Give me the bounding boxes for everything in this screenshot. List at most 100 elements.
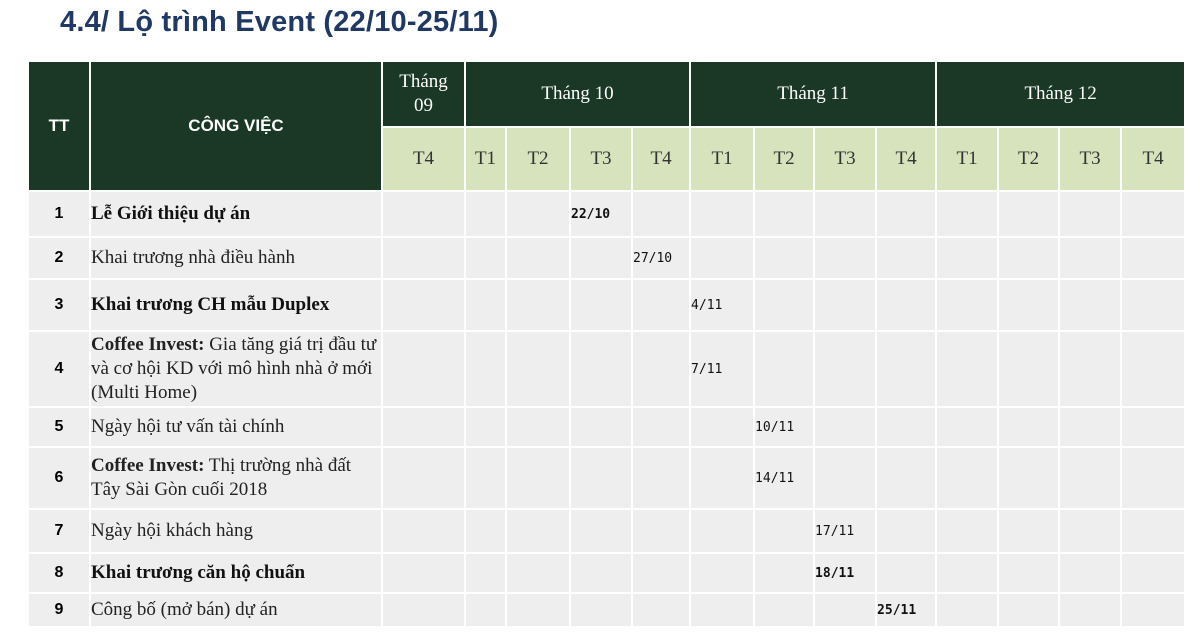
week-header: T4 xyxy=(381,126,466,192)
schedule-cell xyxy=(1120,236,1187,280)
schedule-cell xyxy=(464,278,507,332)
schedule-cell xyxy=(935,330,1000,408)
schedule-cell xyxy=(689,508,756,554)
schedule-cell xyxy=(813,236,878,280)
schedule-cell xyxy=(464,406,507,448)
row-number: 5 xyxy=(27,406,91,448)
table-row: 7 Ngày hội khách hàng 17/11 xyxy=(27,508,1187,554)
week-header: T3 xyxy=(569,126,633,192)
schedule-cell xyxy=(1120,552,1187,594)
event-date: 14/11 xyxy=(753,446,816,510)
row-number: 9 xyxy=(27,592,91,628)
schedule-cell xyxy=(997,236,1061,280)
task-name: Coffee Invest: Gia tăng giá trị đầu tư v… xyxy=(89,330,383,408)
schedule-cell xyxy=(689,406,756,448)
schedule-cell xyxy=(569,330,633,408)
schedule-cell xyxy=(381,190,466,238)
schedule-cell xyxy=(813,592,878,628)
month-header: Tháng 12 xyxy=(935,60,1187,128)
task-name: Công bố (mở bán) dự án xyxy=(89,592,383,628)
event-date: 4/11 xyxy=(689,278,756,332)
schedule-cell xyxy=(630,552,692,594)
schedule-cell xyxy=(630,592,692,628)
schedule-cell xyxy=(505,190,571,238)
schedule-cell xyxy=(630,508,692,554)
schedule-cell xyxy=(505,278,571,332)
table-row: 1 Lễ Giới thiệu dự án 22/10 xyxy=(27,190,1187,238)
schedule-cell xyxy=(935,190,1000,238)
schedule-cell xyxy=(464,508,507,554)
week-header: T2 xyxy=(505,126,571,192)
schedule-cell xyxy=(464,190,507,238)
schedule-cell xyxy=(381,330,466,408)
event-schedule-table: TT CÔNG VIỆC Tháng 09 Tháng 10 Tháng 11 Thá… xyxy=(27,60,1187,628)
schedule-cell xyxy=(1120,190,1187,238)
schedule-cell xyxy=(935,552,1000,594)
schedule-cell xyxy=(381,236,466,280)
task-name: Coffee Invest: Thị trường nhà đất Tây Sà… xyxy=(89,446,383,510)
row-number: 8 xyxy=(27,552,91,594)
schedule-cell xyxy=(753,278,816,332)
schedule-cell xyxy=(875,278,938,332)
week-header: T4 xyxy=(630,126,692,192)
schedule-cell xyxy=(813,446,878,510)
schedule-cell xyxy=(689,552,756,594)
schedule-cell xyxy=(1058,406,1123,448)
header-task: CÔNG VIỆC xyxy=(89,60,383,192)
schedule-cell xyxy=(1120,406,1187,448)
task-prefix: Coffee Invest: xyxy=(91,455,205,476)
task-name: Lễ Giới thiệu dự án xyxy=(89,190,383,238)
week-header: T1 xyxy=(689,126,756,192)
table-row: 5 Ngày hội tư vấn tài chính 10/11 xyxy=(27,406,1187,448)
schedule-cell xyxy=(569,446,633,510)
schedule-cell xyxy=(505,236,571,280)
event-date: 18/11 xyxy=(813,552,878,594)
row-number: 3 xyxy=(27,278,91,332)
task-name: Ngày hội tư vấn tài chính xyxy=(89,406,383,448)
schedule-cell xyxy=(464,592,507,628)
week-header: T3 xyxy=(1058,126,1123,192)
schedule-cell xyxy=(505,446,571,510)
schedule-cell xyxy=(464,446,507,510)
schedule-cell xyxy=(753,236,816,280)
header-tt: TT xyxy=(27,60,91,192)
schedule-cell xyxy=(1058,330,1123,408)
schedule-cell xyxy=(505,552,571,594)
schedule-cell xyxy=(935,406,1000,448)
schedule-cell xyxy=(813,330,878,408)
schedule-cell xyxy=(381,446,466,510)
schedule-cell xyxy=(569,552,633,594)
month-header: Tháng 09 xyxy=(381,60,466,128)
schedule-cell xyxy=(689,190,756,238)
table-row: 6 Coffee Invest: Thị trường nhà đất Tây S… xyxy=(27,446,1187,510)
week-header: T4 xyxy=(1120,126,1187,192)
month-header: Tháng 10 xyxy=(463,60,692,128)
schedule-cell xyxy=(813,190,878,238)
schedule-cell xyxy=(630,278,692,332)
schedule-cell xyxy=(997,508,1061,554)
schedule-cell xyxy=(875,330,938,408)
event-date: 22/10 xyxy=(569,190,633,238)
schedule-cell xyxy=(753,592,816,628)
schedule-cell xyxy=(505,592,571,628)
schedule-cell xyxy=(381,592,466,628)
schedule-cell xyxy=(569,406,633,448)
schedule-cell xyxy=(630,446,692,510)
schedule-cell xyxy=(1120,508,1187,554)
row-number: 2 xyxy=(27,236,91,280)
table-row: 4 Coffee Invest: Gia tăng giá trị đầu tư … xyxy=(27,330,1187,408)
table-row: 9 Công bố (mở bán) dự án 25/11 xyxy=(27,592,1187,628)
page-title: 4.4/ Lộ trình Event (22/10-25/11) xyxy=(60,6,499,38)
schedule-cell xyxy=(630,330,692,408)
schedule-cell xyxy=(464,552,507,594)
schedule-cell xyxy=(569,278,633,332)
schedule-cell xyxy=(689,446,756,510)
schedule-cell xyxy=(1120,330,1187,408)
schedule-cell xyxy=(505,330,571,408)
schedule-cell xyxy=(689,236,756,280)
schedule-cell xyxy=(1058,592,1123,628)
week-header: T2 xyxy=(997,126,1061,192)
table-row: 3 Khai trương CH mẫu Duplex 4/11 xyxy=(27,278,1187,332)
schedule-cell xyxy=(689,592,756,628)
schedule-cell xyxy=(935,508,1000,554)
